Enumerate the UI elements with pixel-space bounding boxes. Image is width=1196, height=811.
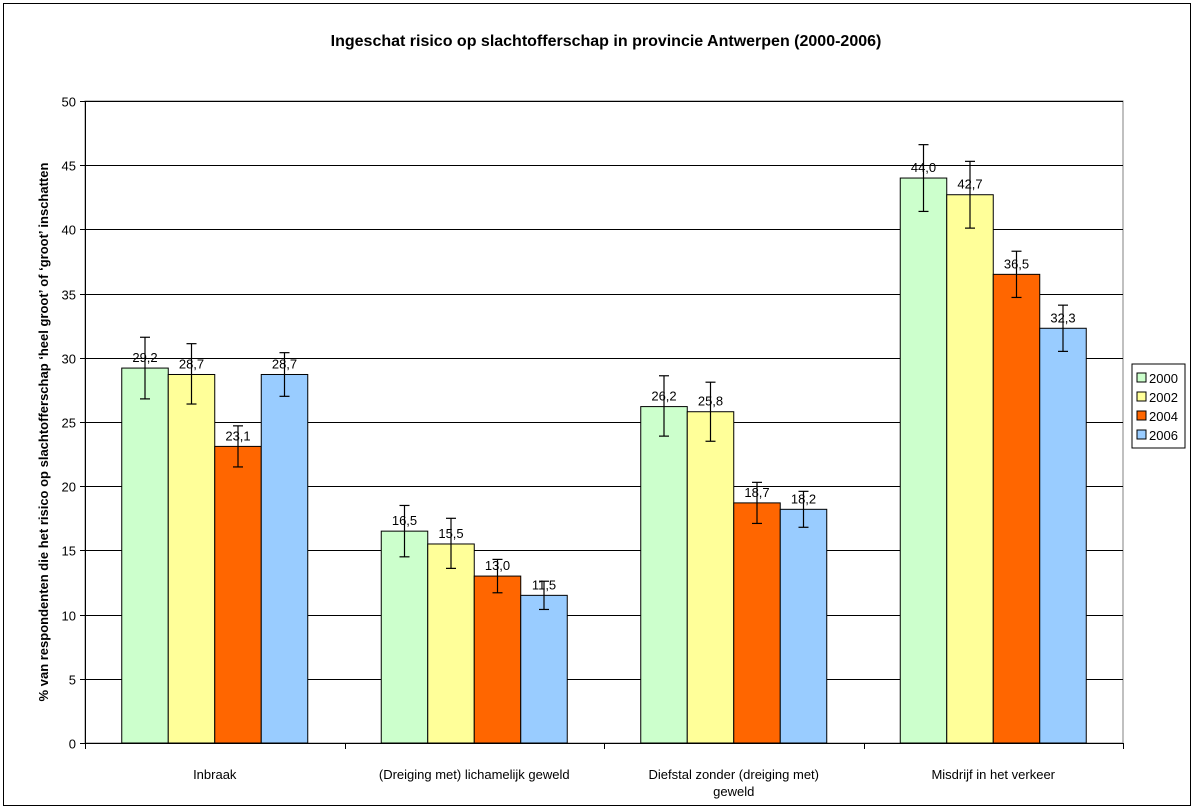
y-tick-label: 25 [62, 416, 76, 431]
legend-swatch [1136, 391, 1147, 402]
chart-title: Ingeschat risico op slachtofferschap in … [331, 33, 882, 50]
y-tick-label: 35 [62, 288, 76, 303]
y-tick-label: 15 [62, 544, 76, 559]
legend-entry: 2006 [1149, 428, 1178, 443]
data-label: 23,1 [225, 428, 250, 443]
y-tick-label: 0 [69, 737, 76, 752]
data-label: 44,0 [911, 160, 936, 175]
bar [779, 508, 828, 744]
data-label: 28,7 [179, 356, 204, 371]
y-tick-label: 30 [62, 352, 76, 367]
legend-swatch [1136, 429, 1147, 440]
bar [167, 373, 216, 744]
bars [121, 177, 1087, 744]
bar [214, 445, 262, 744]
bar [686, 411, 735, 744]
legend: 2000 2002 2004 2006 [1131, 363, 1186, 449]
bar [899, 177, 948, 744]
x-category-label: Misdrijf in het verkeer [931, 767, 1055, 782]
bar [992, 273, 1041, 744]
bar [733, 502, 781, 744]
x-category-label: Diefstal zonder (dreiging met) [648, 767, 819, 782]
bar [520, 594, 568, 744]
data-label: 42,7 [957, 177, 982, 192]
bar [1039, 327, 1087, 744]
bar [121, 367, 169, 744]
legend-swatch [1136, 372, 1147, 383]
y-tick-label: 10 [62, 609, 76, 624]
chart-frame: Ingeschat risico op slachtofferschap in … [3, 3, 1191, 806]
bar [380, 530, 429, 744]
bar [260, 373, 309, 744]
error-bars [140, 144, 1068, 611]
legend-swatch [1136, 410, 1147, 421]
data-label: 26,2 [651, 389, 676, 404]
x-category-label: (Dreiging met) lichamelijk geweld [379, 767, 570, 782]
y-tick-label: 20 [62, 480, 76, 495]
y-tick-label: 5 [69, 673, 76, 688]
bar-chart: Ingeschat risico op slachtofferschap in … [36, 33, 1186, 799]
y-axis-label: % van respondenten die het risico op sla… [36, 163, 51, 702]
bar [473, 575, 522, 744]
legend-entry: 2002 [1149, 390, 1178, 405]
y-tick-label: 50 [62, 95, 76, 110]
x-category-label: geweld [713, 784, 754, 799]
data-label: 25,8 [698, 394, 723, 409]
legend-entry: 2000 [1149, 371, 1178, 386]
bar [427, 543, 475, 744]
data-label: 15,5 [438, 526, 463, 541]
data-label: 28,7 [272, 356, 297, 371]
data-labels: 29,2 16,5 26,2 44,0 28,7 15,5 25,8 42,7 23,1 13,0… [132, 160, 1075, 592]
legend-entry: 2004 [1149, 409, 1178, 424]
data-label: 13,0 [485, 558, 510, 573]
data-label: 32,3 [1050, 310, 1075, 325]
axes: 0 5 10 15 20 25 30 35 40 45 50 Inbraak (Dreiging met… [62, 95, 1124, 799]
y-tick-label: 40 [62, 223, 76, 238]
data-label: 11,5 [532, 577, 556, 592]
data-label: 29,2 [132, 350, 157, 365]
data-label: 18,7 [744, 485, 769, 500]
data-label: 16,5 [392, 513, 417, 528]
bar [640, 406, 688, 744]
bar [946, 194, 994, 744]
data-label: 18,2 [791, 491, 816, 506]
x-category-label: Inbraak [193, 767, 237, 782]
y-tick-label: 45 [62, 159, 76, 174]
data-label: 36,5 [1004, 256, 1029, 271]
